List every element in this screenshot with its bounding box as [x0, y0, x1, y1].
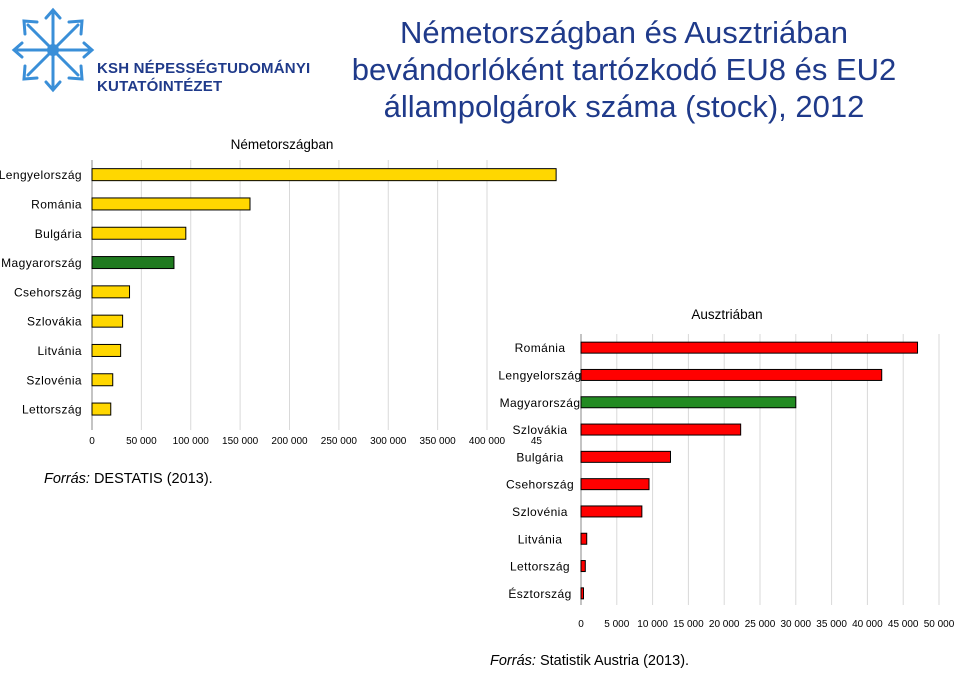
austria-bar-szlovenia	[580, 505, 643, 518]
source-austria-label: Forrás:	[490, 653, 536, 669]
germany-category-label-romania: Románia	[31, 197, 82, 211]
germany-tick-label-3: 150 000	[222, 436, 259, 447]
austria-bar-bulgaria	[580, 450, 671, 463]
austria-tick-label-9: 45 000	[888, 619, 919, 630]
austria-tick-label-10: 50 000	[924, 619, 955, 630]
germany-bar-romania	[91, 197, 251, 211]
main-title: Németországban és Ausztriában bevándorló…	[300, 14, 948, 125]
austria-tick-label-4: 20 000	[709, 619, 740, 630]
austria-bar-lettorszag	[580, 560, 586, 573]
germany-category-label-lengyelorszag: Lengyelország	[0, 168, 82, 182]
austria-category-label-szlovenia: Szlovénia	[512, 505, 568, 519]
ksh-logo-icon	[11, 7, 95, 93]
austria-tick-label-1: 5 000	[604, 619, 629, 630]
germany-chart-title: Németországban	[231, 137, 334, 152]
germany-tick-label-0: 0	[89, 436, 95, 447]
austria-bar-romania	[580, 341, 919, 354]
austria-tick-label-6: 30 000	[781, 619, 812, 630]
austria-bar-magyarorszag	[580, 396, 797, 409]
germany-tick-label-8: 400 000	[469, 436, 506, 447]
austria-tick-label-5: 25 000	[745, 619, 776, 630]
germany-tick-label-2: 100 000	[173, 436, 210, 447]
germany-bar-bulgaria	[91, 226, 187, 240]
austria-category-label-romania: Románia	[515, 341, 566, 355]
source-germany: Forrás: DESTATIS (2013).	[44, 471, 213, 487]
austria-bar-szlovakia	[580, 423, 742, 436]
germany-bar-magyarorszag	[91, 256, 175, 270]
austria-chart-title: Ausztriában	[691, 307, 762, 322]
germany-tick-label-7: 350 000	[420, 436, 457, 447]
austria-tick-label-0: 0	[578, 619, 584, 630]
austria-category-label-szlovakia: Szlovákia	[513, 423, 568, 437]
germany-bar-csehorszag	[91, 285, 131, 299]
germany-bar-lettorszag	[91, 402, 112, 416]
germany-category-label-szlovakia: Szlovákia	[27, 315, 82, 329]
germany-tick-label-4: 200 000	[271, 436, 308, 447]
austria-bar-esztorszag	[580, 587, 584, 600]
source-germany-text: DESTATIS (2013).	[93, 471, 213, 487]
title-line-1: Németországban és Ausztriában	[399, 15, 849, 50]
germany-tick-label-1: 50 000	[126, 436, 157, 447]
germany-tick-label-6: 300 000	[370, 436, 407, 447]
germany-category-label-bulgaria: Bulgária	[35, 227, 82, 241]
austria-category-label-bulgaria: Bulgária	[516, 450, 563, 464]
source-germany-label: Forrás:	[44, 471, 90, 487]
logo-text-line2: KUTATÓINTÉZET	[97, 78, 223, 95]
source-austria-text: Statistik Austria (2013).	[539, 653, 690, 669]
title-line-2: bevándorlóként tartózkodó EU8 és EU2	[351, 52, 897, 87]
austria-tick-label-3: 15 000	[673, 619, 704, 630]
germany-category-label-lettorszag: Lettország	[22, 403, 82, 417]
germany-bar-lengyelorszag	[91, 168, 557, 182]
austria-category-label-litvania: Litvánia	[518, 532, 563, 546]
title-line-3: állampolgárok száma (stock), 2012	[383, 89, 865, 124]
germany-category-label-csehorszag: Csehország	[14, 285, 82, 299]
austria-tick-label-8: 40 000	[852, 619, 883, 630]
logo-text-line1: KSH NÉPESSÉGTUDOMÁNYI	[97, 60, 311, 77]
austria-bar-lengyelorszag	[580, 368, 883, 381]
austria-bar-litvania	[580, 532, 588, 545]
austria-category-label-lettorszag: Lettország	[510, 560, 570, 574]
austria-bar-csehorszag	[580, 478, 650, 491]
austria-category-label-csehorszag: Csehország	[506, 478, 574, 492]
germany-bar-szlovenia	[91, 373, 114, 387]
austria-tick-label-2: 10 000	[637, 619, 668, 630]
germany-tick-label-9: 45	[531, 436, 543, 447]
germany-category-label-magyarorszag: Magyarország	[1, 256, 82, 270]
germany-category-label-litvania: Litvánia	[37, 344, 82, 358]
austria-tick-label-7: 35 000	[816, 619, 847, 630]
austria-category-label-esztorszag: Észtország	[508, 586, 571, 601]
germany-bar-litvania	[91, 343, 122, 357]
austria-category-label-magyarorszag: Magyarország	[500, 396, 581, 410]
austria-category-label-lengyelorszag: Lengyelország	[498, 368, 581, 382]
source-austria: Forrás: Statistik Austria (2013).	[490, 653, 689, 669]
germany-tick-label-5: 250 000	[321, 436, 358, 447]
germany-bar-szlovakia	[91, 314, 124, 328]
germany-category-label-szlovenia: Szlovénia	[26, 373, 82, 387]
